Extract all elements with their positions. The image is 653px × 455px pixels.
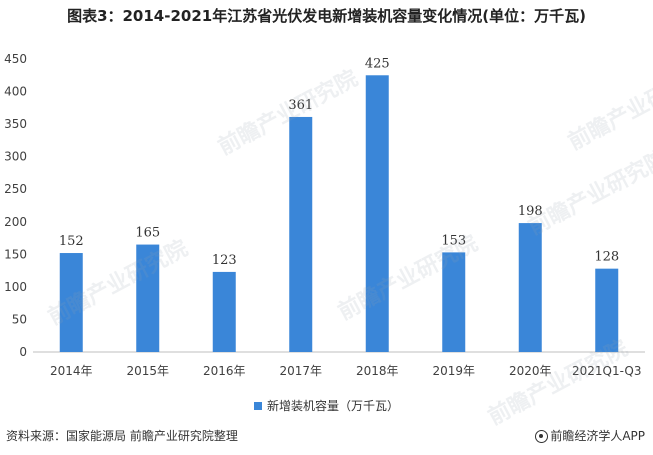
x-tick-label: 2014年 — [50, 364, 93, 378]
data-label: 123 — [212, 253, 237, 268]
y-tick-label: 0 — [19, 345, 27, 359]
bar — [518, 223, 542, 352]
bar — [59, 253, 83, 352]
y-tick-label: 250 — [4, 182, 27, 196]
bar — [136, 244, 160, 352]
y-tick-label: 200 — [4, 215, 27, 229]
data-label: 153 — [441, 233, 466, 248]
x-tick-label: 2021Q1-Q3 — [572, 364, 641, 378]
data-label: 165 — [135, 226, 160, 241]
x-tick-label: 2016年 — [203, 364, 246, 378]
x-tick-label: 2020年 — [509, 364, 552, 378]
bar — [365, 75, 389, 353]
x-tick-label: 2019年 — [432, 364, 475, 378]
y-tick-label: 350 — [4, 117, 27, 131]
data-label: 425 — [365, 56, 390, 71]
data-label: 361 — [288, 98, 313, 113]
y-tick-label: 50 — [12, 312, 27, 326]
bar — [442, 252, 466, 352]
y-tick-label: 300 — [4, 150, 27, 164]
chart-title: 图表3：2014-2021年江苏省光伏发电新增装机容量变化情况(单位：万千瓦) — [67, 7, 586, 25]
legend-label: 新增装机容量（万千瓦） — [266, 399, 399, 413]
source-note: 资料来源：国家能源局 前瞻产业研究院整理 — [6, 429, 238, 443]
brand-credit: 前瞻经济学人APP — [535, 427, 645, 444]
data-label: 198 — [518, 204, 543, 219]
brand-logo-icon — [535, 430, 549, 443]
y-tick-label: 100 — [4, 280, 27, 294]
x-tick-label: 2015年 — [126, 364, 169, 378]
y-tick-label: 150 — [4, 247, 27, 261]
bar — [212, 271, 236, 352]
y-tick-label: 400 — [4, 85, 27, 99]
brand-label: 前瞻经济学人APP — [550, 429, 645, 443]
data-label: 128 — [594, 250, 619, 265]
bar — [595, 268, 619, 352]
data-label: 152 — [59, 234, 84, 249]
legend-swatch — [253, 401, 262, 410]
bar — [289, 116, 313, 353]
x-tick-label: 2018年 — [356, 364, 399, 378]
y-tick-label: 450 — [4, 52, 27, 66]
legend: 新增装机容量（万千瓦） — [0, 397, 653, 414]
x-tick-label: 2017年 — [279, 364, 322, 378]
